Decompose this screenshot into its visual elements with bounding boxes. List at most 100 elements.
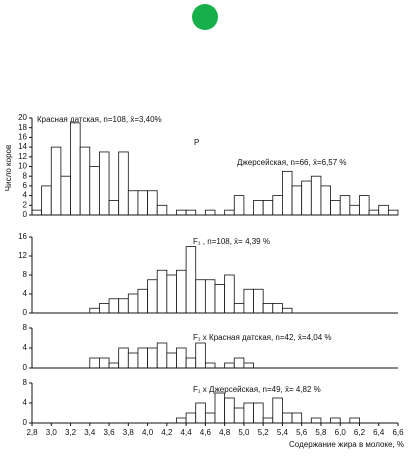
- bar: [70, 122, 81, 216]
- bar: [176, 347, 187, 369]
- x-tick-label: 4,0: [142, 428, 154, 437]
- bar: [291, 412, 303, 424]
- bar: [253, 288, 264, 314]
- x-tick-label: 6,4: [373, 428, 385, 437]
- bar: [195, 342, 206, 369]
- bar: [272, 397, 283, 424]
- bar: [253, 402, 264, 424]
- bar: [185, 209, 197, 216]
- status-dot: [192, 4, 218, 30]
- bar: [349, 204, 360, 216]
- bar: [195, 279, 206, 314]
- bar: [108, 200, 120, 216]
- bar: [156, 342, 168, 369]
- bar: [118, 151, 129, 216]
- y-tick-label: 12: [18, 152, 27, 161]
- bar: [147, 347, 158, 369]
- y-tick-label: 14: [18, 142, 27, 151]
- bar: [41, 185, 52, 216]
- bar: [243, 362, 254, 369]
- y-tick-label: 0: [23, 308, 28, 317]
- bar: [185, 357, 197, 369]
- bar: [378, 204, 389, 216]
- bar: [166, 274, 177, 314]
- x-tick-label: 3,2: [65, 428, 77, 437]
- bar: [243, 402, 254, 424]
- bar: [50, 146, 62, 216]
- bar: [233, 195, 245, 216]
- bar: [127, 293, 139, 314]
- bar: [214, 392, 226, 424]
- bar: [99, 151, 110, 216]
- bar: [89, 307, 100, 314]
- bar: [60, 175, 71, 216]
- y-tick-label: 10: [18, 162, 27, 171]
- x-tick-label: 5,4: [277, 428, 289, 437]
- bar: [185, 412, 197, 424]
- y-tick-label: 4: [23, 289, 28, 298]
- bar: [310, 417, 322, 424]
- x-tick-label: 3,6: [103, 428, 115, 437]
- bar: [137, 347, 148, 369]
- bar: [310, 175, 322, 216]
- y-tick-label: 16: [18, 133, 27, 142]
- bar: [99, 303, 110, 314]
- bar: [368, 209, 380, 216]
- bar: [137, 288, 148, 314]
- bar: [224, 274, 235, 314]
- bar: [137, 190, 148, 216]
- x-tick-label: 6,6: [392, 428, 404, 437]
- bar: [156, 204, 168, 216]
- y-tick-label: 4: [23, 191, 28, 200]
- y-tick-label: 0: [23, 418, 28, 427]
- y-tick-label: 8: [23, 323, 28, 332]
- bar: [233, 357, 245, 369]
- bar: [195, 402, 206, 424]
- bar: [176, 417, 187, 424]
- bar: [387, 209, 399, 216]
- bar: [349, 417, 360, 424]
- bar: [176, 269, 187, 314]
- y-tick-label: 0: [23, 363, 28, 372]
- bar: [156, 269, 168, 314]
- bar: [282, 307, 293, 314]
- x-tick-label: 6,0: [335, 428, 347, 437]
- bar: [79, 146, 91, 216]
- bar: [204, 209, 216, 216]
- bar: [89, 166, 100, 216]
- bar: [127, 190, 139, 216]
- y-tick-label: 20: [18, 113, 27, 122]
- bar: [233, 303, 245, 314]
- bar: [166, 352, 177, 369]
- x-tick-label: 4,8: [219, 428, 231, 437]
- bar: [253, 200, 264, 216]
- y-tick-label: 16: [18, 232, 27, 241]
- annotation: F₁ х Красная датская, n=42, x̄=4,04 %: [193, 333, 331, 342]
- annotation: P: [194, 138, 199, 147]
- bar: [339, 195, 351, 216]
- bar: [243, 288, 254, 314]
- y-tick-label: 4: [23, 398, 28, 407]
- bar: [330, 417, 341, 424]
- annotation: Джерсейская, n=66, x̄=6,57 %: [237, 158, 347, 167]
- bar: [233, 407, 245, 424]
- x-tick-label: 5,0: [238, 428, 250, 437]
- annotation: Красная датская, n=108, x̄=3,40%: [37, 115, 162, 124]
- y-tick-label: 12: [18, 251, 27, 260]
- bar: [204, 412, 216, 424]
- x-axis-label: Содержание жира в молоке, %: [289, 440, 404, 449]
- annotation: F₁ х Джерсейская, n=49, x̄= 4,82 %: [193, 385, 321, 394]
- bar: [262, 303, 274, 314]
- bar: [291, 185, 303, 216]
- bar: [330, 200, 341, 216]
- bar: [204, 362, 216, 369]
- annotation: F₁ , n=108, x̄= 4,39 %: [193, 237, 270, 246]
- y-tick-label: 8: [23, 378, 28, 387]
- y-axis-label: Число коров: [4, 145, 13, 191]
- x-tick-label: 5,2: [258, 428, 270, 437]
- bar: [185, 246, 197, 314]
- bar: [108, 298, 120, 314]
- bar: [127, 352, 139, 369]
- bar: [282, 170, 293, 216]
